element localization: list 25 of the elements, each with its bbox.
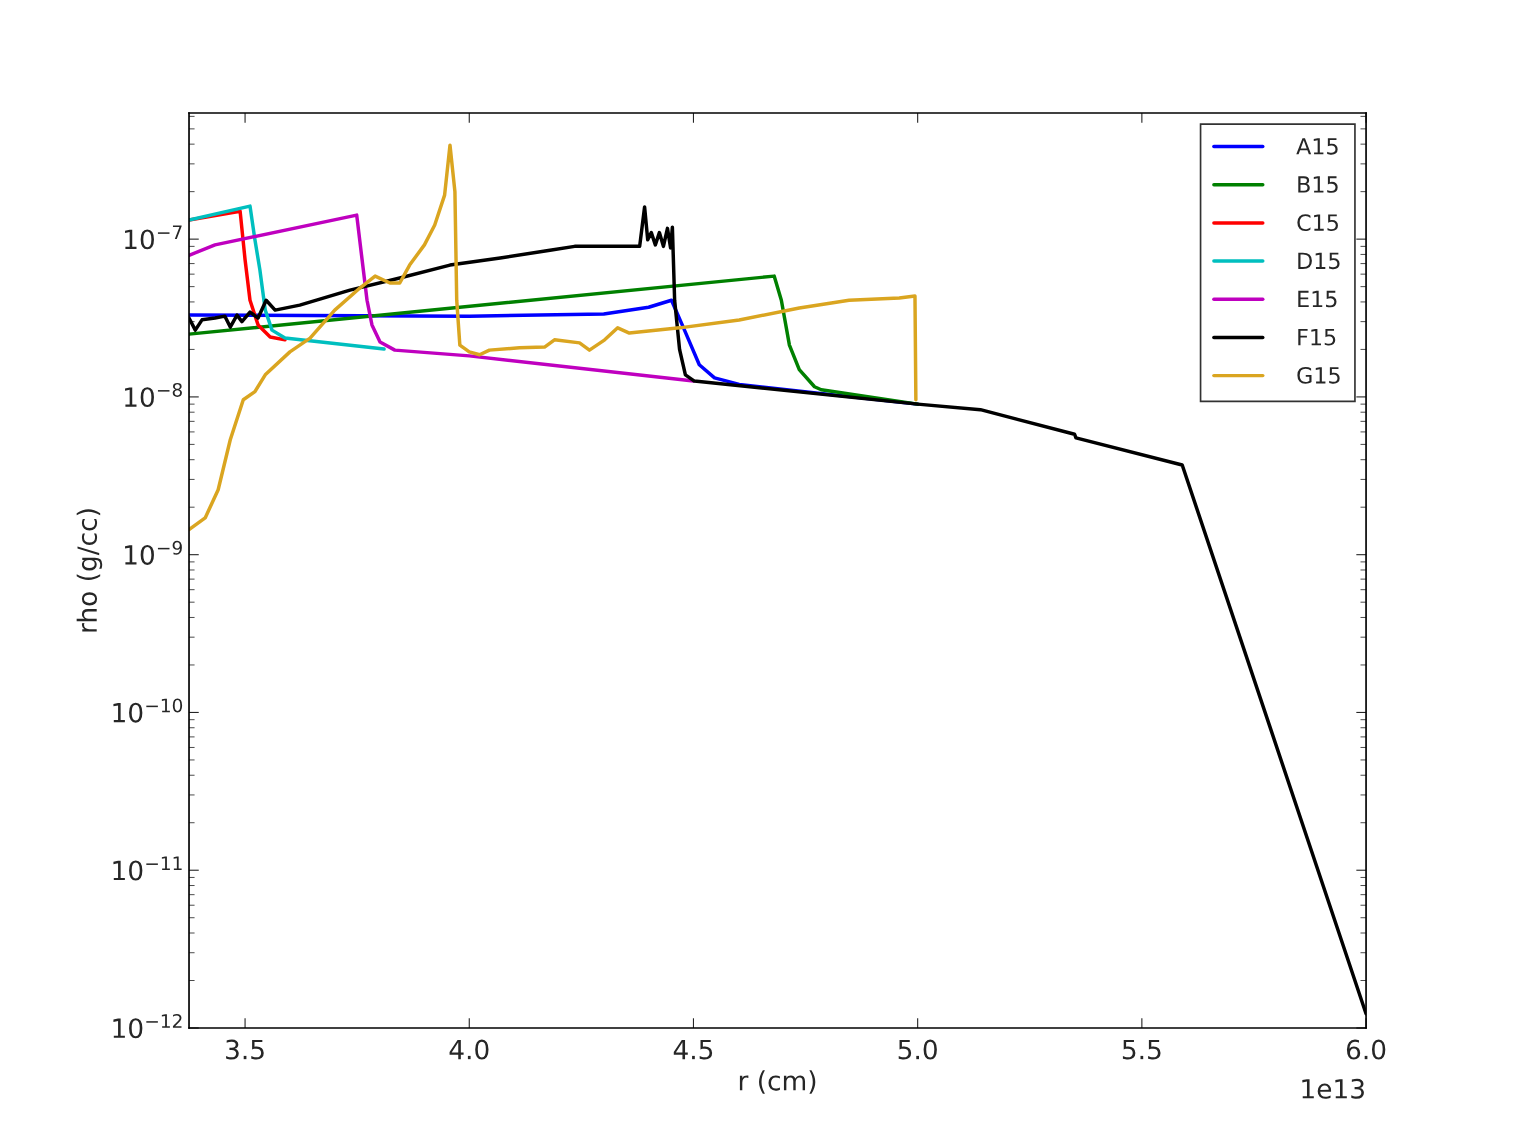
x-tick-label: 5.5 <box>1122 1039 1161 1060</box>
legend-label: F15 <box>1298 329 1336 346</box>
y-tick-label: 10$^{−8}$ <box>125 382 182 408</box>
y-tick-label: 10$^{−11}$ <box>113 856 182 881</box>
y-tick-label: 10$^{−9}$ <box>125 540 182 565</box>
legend-label: B15 <box>1298 176 1338 193</box>
x-tick-label: 3.5 <box>226 1039 264 1060</box>
legend-label: E15 <box>1298 290 1337 308</box>
legend-label: A15 <box>1296 138 1338 155</box>
y-tick-label: 10$^{−10}$ <box>113 698 183 723</box>
y-axis-title: rho (g/cc) <box>76 509 103 632</box>
legend-label: C15 <box>1297 214 1338 232</box>
x-tick-label: 4.0 <box>449 1039 489 1060</box>
x-axis-title: r (cm) <box>739 1070 816 1094</box>
x-tick-label: 6.0 <box>1346 1039 1386 1060</box>
line-series <box>189 143 918 532</box>
x-tick-label: 5.0 <box>898 1039 937 1060</box>
line-series <box>189 213 696 383</box>
x-tick-label: 4.5 <box>673 1039 713 1060</box>
line-series <box>189 204 386 351</box>
y-tick-label: 10$^{−12}$ <box>113 1014 182 1039</box>
text: 1e13 <box>1302 1078 1364 1099</box>
legend-label: D15 <box>1298 252 1340 270</box>
legend-label: G15 <box>1297 366 1340 384</box>
y-tick-label: 10$^{−7}$ <box>125 225 182 250</box>
